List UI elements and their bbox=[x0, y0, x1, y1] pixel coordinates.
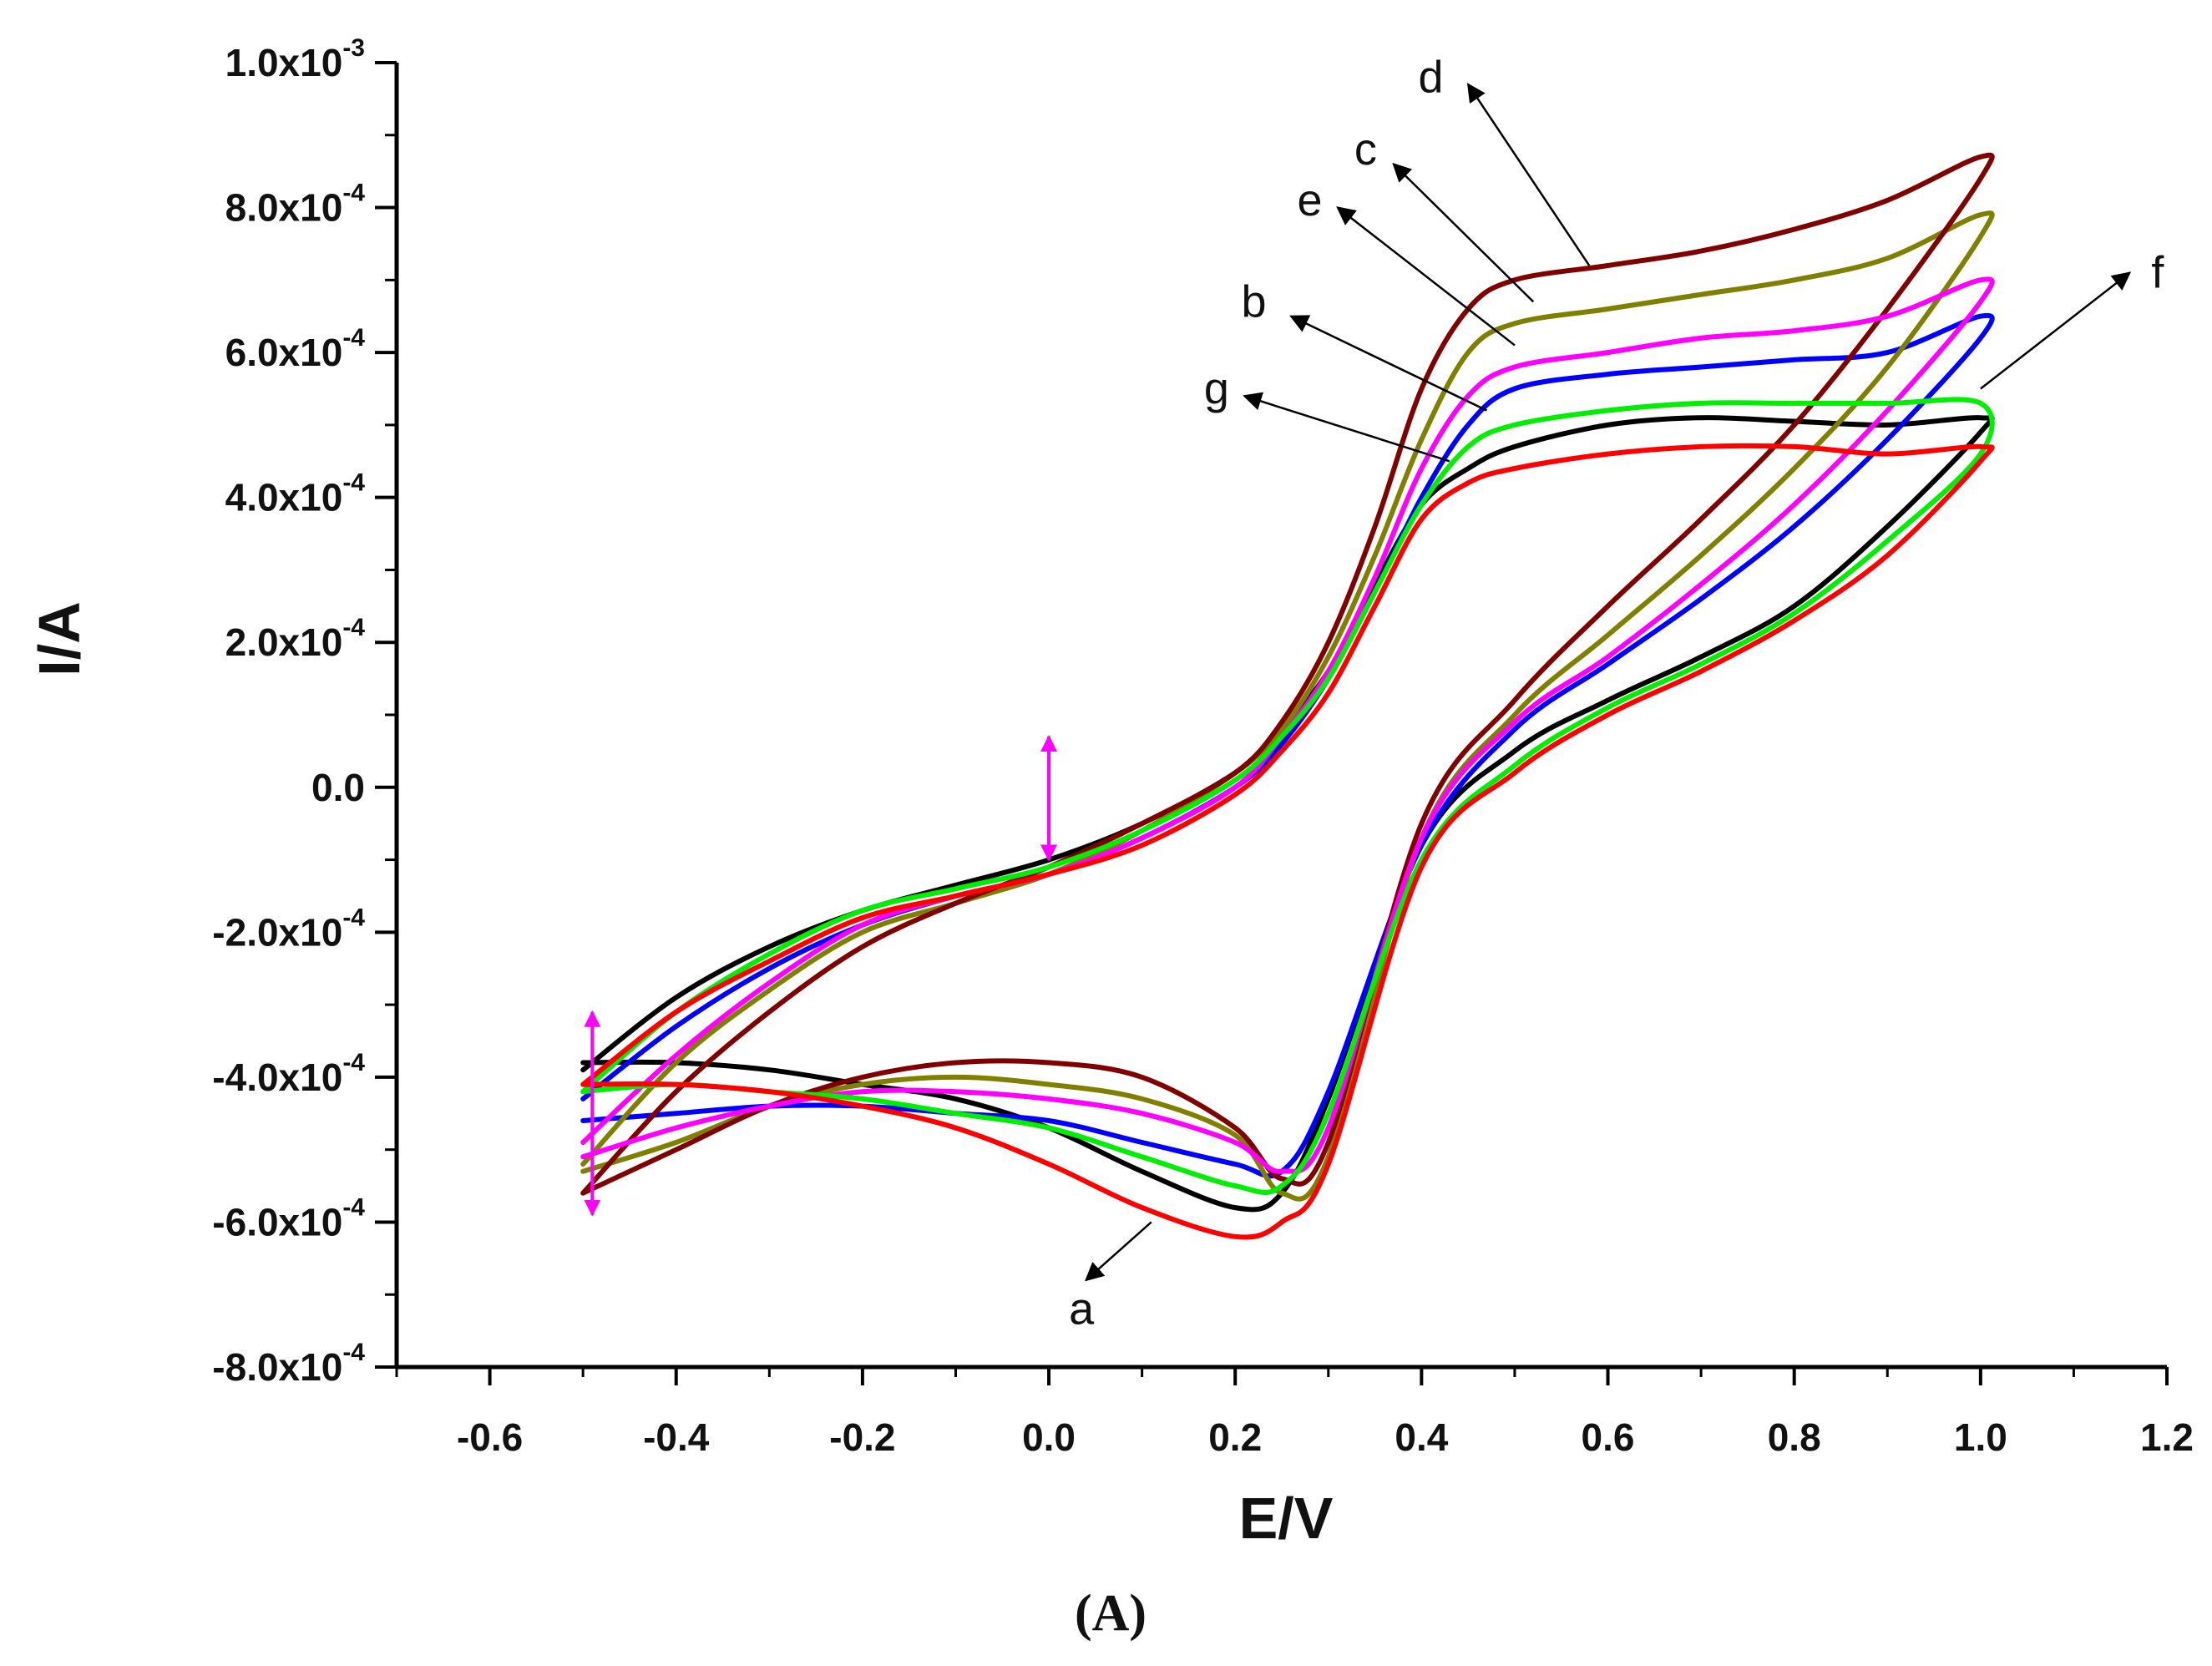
y-tick-label: -8.0x10-4 bbox=[212, 1339, 365, 1389]
annotation-arrow-c bbox=[1392, 162, 1535, 303]
y-tick-label: -2.0x10-4 bbox=[212, 904, 365, 954]
y-tick-label: 1.0x10-3 bbox=[225, 34, 365, 84]
y-tick-label: 4.0x10-4 bbox=[225, 469, 366, 519]
curve-label-d: d bbox=[1419, 52, 1444, 102]
x-tick-label: -0.4 bbox=[643, 1415, 710, 1459]
annotation-group: a b cd e f g bbox=[1069, 52, 2164, 1334]
series-line-g bbox=[580, 443, 1995, 1240]
x-tick-label: 0.0 bbox=[1022, 1415, 1076, 1459]
annotation-arrow-g bbox=[1243, 392, 1450, 463]
x-ticks: -0.6 -0.4 -0.2 0.0 0.2 0.4 0.6 0.8 1.0 1.2 bbox=[395, 1367, 2194, 1459]
series-line-e bbox=[580, 276, 1995, 1174]
annotation-arrow-e bbox=[1336, 206, 1516, 347]
y-tick-label: 6.0x10-4 bbox=[225, 324, 366, 374]
x-tick-label: 1.2 bbox=[2140, 1415, 2194, 1459]
series-line-d bbox=[580, 152, 1995, 1196]
y-tick-label: 8.0x10-4 bbox=[225, 180, 366, 230]
y-tick-label: 0.0 bbox=[311, 766, 365, 809]
y-axis-title: I/A bbox=[27, 601, 92, 676]
curve-label-g: g bbox=[1204, 364, 1229, 414]
y-ticks: -8.0x10-4 -6.0x10-4 -4.0x10-4 -2.0x10-4 0.0 2… bbox=[212, 34, 397, 1389]
annotation-arrow-f bbox=[1980, 271, 2132, 390]
y-tick-label: -6.0x10-4 bbox=[212, 1193, 365, 1243]
marker-group bbox=[584, 735, 1058, 1217]
x-tick-label: 0.2 bbox=[1208, 1415, 1262, 1459]
annotation-arrow-a bbox=[1085, 1221, 1152, 1282]
curve-label-c: c bbox=[1354, 124, 1377, 175]
x-tick-label: 0.4 bbox=[1395, 1415, 1448, 1459]
y-tick-label: -4.0x10-4 bbox=[212, 1049, 365, 1099]
y-tick-label: 2.0x10-4 bbox=[225, 614, 366, 664]
x-tick-label: -0.6 bbox=[457, 1415, 523, 1459]
curve-label-a: a bbox=[1069, 1284, 1095, 1334]
x-tick-label: 1.0 bbox=[1954, 1415, 2007, 1459]
x-axis-title: E/V bbox=[1239, 1486, 1334, 1551]
x-tick-label: 0.6 bbox=[1582, 1415, 1635, 1459]
series-line-f bbox=[580, 397, 1995, 1195]
curve-label-e: e bbox=[1297, 175, 1322, 225]
annotation-arrow-d bbox=[1466, 83, 1591, 266]
panel-label: (A) bbox=[1075, 1585, 1146, 1642]
annotation-arrow-b bbox=[1289, 315, 1488, 412]
series-group bbox=[580, 152, 1995, 1240]
x-tick-label: 0.8 bbox=[1768, 1415, 1821, 1459]
curve-label-f: f bbox=[2151, 248, 2164, 298]
curve-label-b: b bbox=[1242, 276, 1267, 327]
x-tick-label: -0.2 bbox=[829, 1415, 895, 1459]
